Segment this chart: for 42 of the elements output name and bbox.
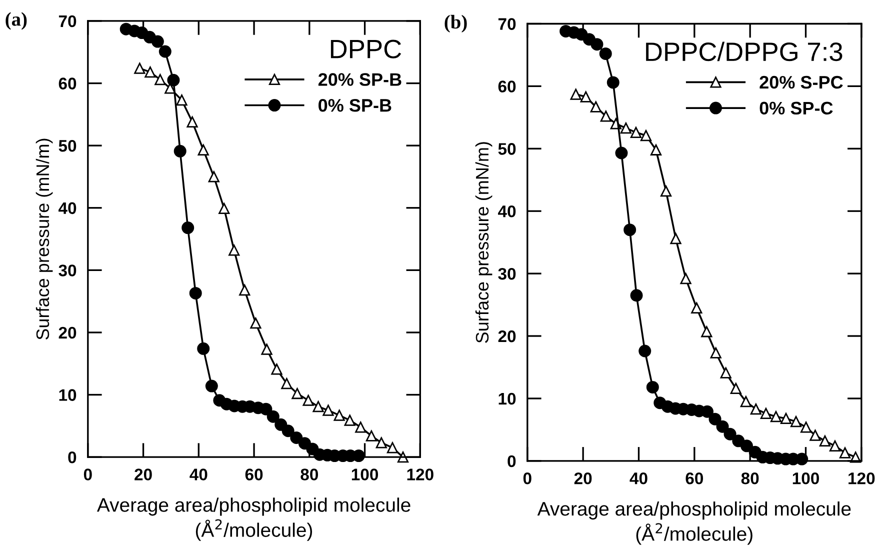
y-tick-label: 60: [58, 78, 76, 90]
y-axis-title: Surface pressure (mN/m): [475, 142, 492, 343]
y-tick-label: 60: [498, 80, 516, 92]
text: (a): [6, 12, 27, 30]
x-tick-label: 20: [134, 468, 152, 480]
legend-title: DPPC: [330, 40, 402, 58]
y-tick-label: 0: [508, 455, 516, 468]
y-tick-label: 30: [58, 264, 76, 276]
x-tick-label: 60: [245, 468, 263, 480]
x-tick-label: 0: [523, 472, 532, 484]
x-tick-label: 0: [84, 468, 92, 480]
text: (b): [444, 14, 467, 33]
y-tick-label: 20: [498, 330, 516, 342]
x-axis-title: Average area/phospholipid molecule (Å$^{2}$/molecule): [537, 501, 851, 545]
legend-label: 0% SP-B: [318, 98, 392, 112]
y-tick-label: 10: [59, 389, 76, 401]
x-tick-label: 120: [407, 468, 434, 480]
x-tick-label: 40: [630, 472, 648, 484]
y-tick-label: 40: [58, 202, 76, 214]
y-tick-label: 70: [498, 18, 516, 30]
y-tick-label: 40: [498, 206, 516, 218]
y-tick-label: 30: [498, 268, 516, 280]
y-tick-label: 70: [58, 15, 76, 28]
legend-label: 0% SP-C: [760, 102, 833, 115]
x-tick-label: 40: [190, 468, 208, 480]
x-tick-label: 100: [352, 468, 378, 480]
legend-label: 20% S-PC: [760, 76, 843, 89]
y-axis-title: Surface pressure (mN/m): [36, 138, 53, 340]
x-tick-label: 100: [792, 472, 819, 484]
x-tick-label: 80: [741, 472, 759, 484]
x-axis-title: Average area/phospholipid molecule (Å$^{2}$/molecule): [96, 498, 410, 541]
x-tick-label: 20: [574, 472, 592, 484]
y-tick-label: 20: [58, 326, 76, 339]
y-tick-label: 10: [498, 392, 516, 405]
y-tick-label: 50: [58, 140, 76, 152]
y-tick-label: 50: [498, 143, 516, 155]
y-tick-label: 0: [68, 451, 76, 464]
x-tick-label: 120: [848, 472, 875, 484]
x-tick-label: 60: [686, 472, 703, 484]
x-tick-label: 80: [300, 468, 318, 480]
legend-title: DPPC/DPPG 7:3: [646, 42, 842, 62]
legend-label: 20% SP-B: [318, 73, 402, 86]
